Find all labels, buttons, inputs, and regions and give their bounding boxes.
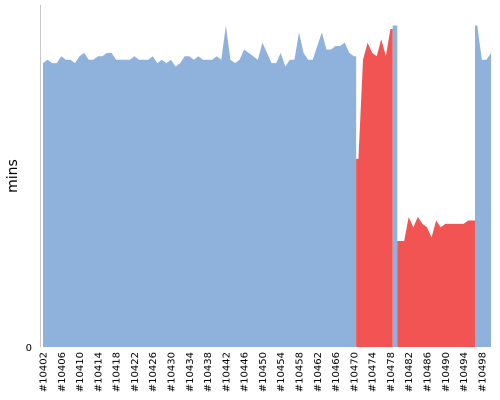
x-tick-label: #10430 [167,352,178,392]
x-tick-label: #10470 [349,352,360,392]
x-tick-label: #10490 [441,352,452,392]
y-axis-title: mins [5,159,21,193]
x-tick-label: #10402 [39,352,50,392]
x-tick-label: #10494 [459,352,470,392]
x-tick-label: #10438 [203,352,214,392]
y-tick-label: 0 [26,343,32,354]
x-tick-label: #10450 [258,352,269,392]
successful-builds-area-0 [43,25,357,348]
successful-builds-area-4 [475,25,491,348]
x-tick-label: #10466 [331,352,342,392]
x-tick-label: #10446 [240,352,251,392]
failed-builds-area-3 [397,217,475,347]
x-tick-label: #10414 [93,352,104,392]
x-tick-label: #10458 [295,352,306,392]
x-tick-label: #10482 [404,352,415,392]
x-tick-label: #10486 [423,352,434,392]
y-axis-ticks: 0 [26,343,32,354]
x-tick-label: #10474 [368,352,379,392]
successful-builds-area-2 [392,25,398,348]
x-tick-label: #10422 [130,352,141,392]
x-axis-ticks: #10402 #10406 #10410 #10414 #10418 #10422 #104… [39,352,489,392]
x-tick-label: #10406 [57,352,68,392]
x-tick-label: #10442 [221,352,232,392]
chart-areas [43,25,491,348]
x-tick-label: #10478 [386,352,397,392]
x-tick-label: #10462 [313,352,324,392]
x-tick-label: #10434 [185,352,196,392]
failed-builds-area-1 [356,28,393,347]
x-tick-label: #10454 [276,352,287,392]
x-tick-label: #10498 [477,352,488,392]
x-tick-label: #10418 [112,352,123,392]
x-tick-label: #10426 [148,352,159,392]
x-tick-label: #10410 [75,352,86,392]
